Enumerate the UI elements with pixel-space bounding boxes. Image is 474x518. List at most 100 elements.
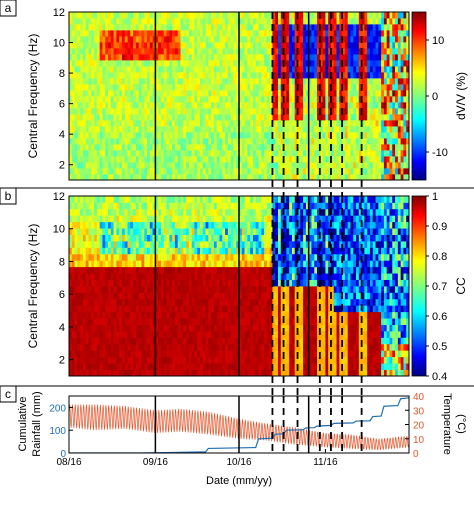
heatmap-cell bbox=[247, 114, 251, 121]
heatmap-cell bbox=[305, 114, 310, 121]
heatmap-cell bbox=[69, 369, 73, 376]
heatmap-cell bbox=[133, 363, 137, 370]
heatmap-cell bbox=[183, 162, 187, 169]
heatmap-cell bbox=[116, 228, 120, 235]
heatmap-cell bbox=[74, 66, 78, 73]
heatmap-cell bbox=[269, 102, 273, 109]
heatmap-cell bbox=[91, 311, 95, 319]
heatmap-cell bbox=[160, 215, 165, 223]
heatmap-cell bbox=[208, 138, 212, 145]
heatmap-cell bbox=[85, 12, 89, 19]
heatmap-cell bbox=[183, 266, 187, 274]
heatmap-cell bbox=[291, 18, 296, 25]
heatmap-cell bbox=[211, 228, 215, 235]
heatmap-cell bbox=[353, 78, 357, 85]
heatmap-cell bbox=[152, 12, 156, 19]
heatmap-cell bbox=[180, 108, 184, 115]
heatmap-cell bbox=[236, 72, 240, 79]
heatmap-cell bbox=[108, 156, 112, 163]
heatmap-cell bbox=[69, 120, 73, 127]
heatmap-cell bbox=[395, 126, 399, 133]
heatmap-cell bbox=[208, 318, 212, 325]
heatmap-cell bbox=[74, 144, 78, 151]
heatmap-cell bbox=[213, 208, 218, 216]
heatmap-cell bbox=[163, 202, 167, 210]
heatmap-cell bbox=[105, 42, 109, 49]
heatmap-cell bbox=[336, 168, 340, 175]
heatmap-cell bbox=[342, 102, 346, 109]
heatmap-cell bbox=[138, 253, 142, 261]
heatmap-cell bbox=[110, 228, 114, 235]
heatmap-cell bbox=[135, 174, 140, 180]
heatmap-cell bbox=[314, 162, 318, 169]
heatmap-cell bbox=[166, 253, 170, 261]
heatmap-cell bbox=[74, 273, 78, 280]
heatmap-cell bbox=[94, 174, 98, 180]
heatmap-cell bbox=[222, 174, 226, 180]
heatmap-cell bbox=[130, 292, 134, 300]
heatmap-cell bbox=[194, 266, 198, 274]
heatmap-cell bbox=[225, 120, 229, 127]
heatmap-cell bbox=[85, 30, 89, 37]
heatmap-cell bbox=[121, 292, 126, 300]
heatmap-cell bbox=[144, 279, 148, 287]
heatmap-cell bbox=[121, 260, 126, 268]
heatmap-cell bbox=[169, 126, 173, 133]
heatmap-cell bbox=[94, 356, 98, 364]
heatmap-cell bbox=[166, 305, 170, 313]
heatmap-cell bbox=[222, 108, 226, 115]
heatmap-cell bbox=[94, 292, 98, 300]
heatmap-cell bbox=[330, 138, 335, 145]
heatmap-cell bbox=[163, 305, 167, 313]
heatmap-cell bbox=[266, 84, 271, 91]
heatmap-cell bbox=[328, 66, 332, 73]
heatmap-cell bbox=[389, 162, 393, 169]
heatmap-cell bbox=[96, 36, 101, 43]
heatmap-cell bbox=[172, 202, 176, 210]
heatmap-cell bbox=[239, 96, 243, 103]
heatmap-cell bbox=[227, 66, 232, 73]
heatmap-cell bbox=[208, 66, 212, 73]
heatmap-cell bbox=[322, 12, 326, 19]
heatmap-cell bbox=[392, 108, 396, 115]
heatmap-cell bbox=[347, 48, 351, 55]
heatmap-cell bbox=[319, 84, 324, 91]
heatmap-cell bbox=[317, 174, 321, 180]
heatmap-cell bbox=[222, 102, 226, 109]
heatmap-cell bbox=[77, 215, 81, 223]
heatmap-cell bbox=[194, 114, 198, 121]
heatmap-cell bbox=[367, 78, 371, 85]
heatmap-cell bbox=[378, 150, 382, 157]
heatmap-cell bbox=[130, 279, 134, 287]
heatmap-cell bbox=[286, 126, 290, 133]
heatmap-cell bbox=[202, 350, 206, 358]
heatmap-cell bbox=[347, 132, 351, 139]
heatmap-cell bbox=[155, 108, 159, 115]
heatmap-cell bbox=[219, 331, 223, 338]
heatmap-cell bbox=[160, 292, 165, 300]
heatmap-cell bbox=[71, 286, 75, 293]
heatmap-cell bbox=[158, 273, 162, 280]
heatmap-cell bbox=[342, 78, 346, 85]
heatmap-cell bbox=[124, 102, 128, 109]
heatmap-cell bbox=[183, 286, 187, 293]
heatmap-cell bbox=[119, 156, 123, 163]
heatmap-cell bbox=[336, 90, 340, 97]
heatmap-cell bbox=[199, 273, 204, 280]
heatmap-cell bbox=[69, 90, 73, 97]
heatmap-cell bbox=[124, 12, 128, 19]
heatmap-cell bbox=[77, 241, 81, 248]
heatmap-cell bbox=[155, 363, 159, 370]
heatmap-cell bbox=[119, 298, 123, 306]
heatmap-cell bbox=[205, 60, 209, 67]
heatmap-cell bbox=[172, 228, 176, 235]
heatmap-cell bbox=[155, 234, 159, 242]
heatmap-cell bbox=[88, 247, 92, 255]
heatmap-cell bbox=[172, 18, 176, 25]
heatmap-cell bbox=[272, 12, 276, 19]
heatmap-cell bbox=[347, 114, 351, 121]
heatmap-cell bbox=[199, 96, 204, 103]
heatmap-cell bbox=[322, 54, 326, 61]
heatmap-cell bbox=[247, 126, 251, 133]
heatmap-cell bbox=[280, 84, 284, 91]
